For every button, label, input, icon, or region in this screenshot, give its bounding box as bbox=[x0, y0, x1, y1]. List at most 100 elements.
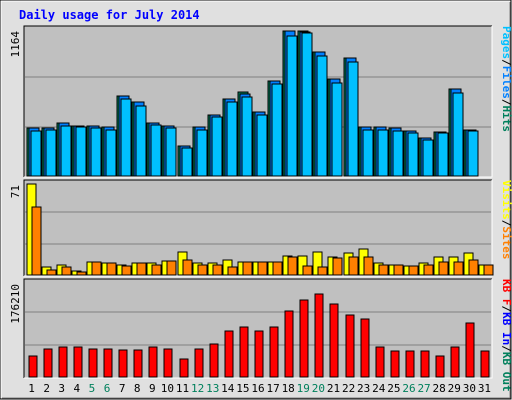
bar-kbytes-kb-f-day-23 bbox=[360, 318, 370, 378]
bar-kbytes-kb-f-day-30 bbox=[465, 322, 475, 378]
legend-sep-1: / bbox=[500, 59, 512, 66]
bar-visits-sites-day-11 bbox=[182, 259, 193, 276]
bar-visits-sites-day-24 bbox=[378, 264, 389, 276]
bar-visits-sites-day-3 bbox=[61, 266, 72, 276]
bar-kbytes-kb-f-day-25 bbox=[390, 350, 400, 378]
panel-hits-highlight bbox=[24, 26, 493, 178]
x-tick-label-day-14: 14 bbox=[221, 382, 235, 395]
x-tick-label-day-31: 31 bbox=[478, 382, 491, 395]
panel-hits-bars bbox=[26, 30, 479, 177]
bar-hits-pages-day-30 bbox=[467, 130, 479, 177]
x-tick-label-day-11: 11 bbox=[176, 382, 189, 395]
legend-pages: Pages bbox=[500, 26, 512, 59]
bar-kbytes-kb-f-day-26 bbox=[405, 350, 415, 378]
x-tick-label-day-10: 10 bbox=[161, 382, 174, 395]
bar-hits-pages-day-8 bbox=[135, 105, 147, 177]
bar-hits-pages-day-18 bbox=[286, 35, 298, 177]
bar-hits-pages-day-27 bbox=[422, 139, 434, 177]
bar-kbytes-kb-f-day-1 bbox=[28, 355, 38, 378]
bar-kbytes-kb-f-day-17 bbox=[269, 326, 279, 378]
bar-hits-pages-day-19 bbox=[301, 32, 313, 177]
bar-visits-sites-day-28 bbox=[438, 261, 449, 276]
bar-hits-pages-day-23 bbox=[362, 129, 374, 177]
legend-sep-2: / bbox=[500, 99, 512, 106]
bar-visits-sites-day-4 bbox=[76, 271, 87, 276]
panel-visits-plot-area bbox=[24, 180, 492, 276]
bar-kbytes-kb-f-day-5 bbox=[88, 348, 98, 378]
bar-hits-pages-day-15 bbox=[241, 96, 253, 177]
bar-visits-sites-day-20 bbox=[317, 266, 328, 276]
x-tick-label-day-12: 12 bbox=[191, 382, 204, 395]
bar-hits-pages-day-3 bbox=[60, 125, 72, 177]
panel-visits-highlight bbox=[24, 180, 493, 277]
bar-kbytes-kb-f-day-22 bbox=[345, 314, 355, 378]
x-tick-label-day-9: 9 bbox=[149, 382, 156, 395]
bar-visits-sites-day-29 bbox=[453, 261, 464, 276]
x-tick-label-day-17: 17 bbox=[266, 382, 279, 395]
bar-kbytes-kb-f-day-14 bbox=[224, 330, 234, 378]
bar-visits-sites-day-14 bbox=[227, 266, 238, 276]
panel-visits-bars bbox=[26, 183, 494, 276]
legend-kb-in: KB In bbox=[500, 312, 512, 345]
panel-visits-legend: Visits/Sites bbox=[500, 180, 512, 260]
bar-hits-pages-day-22 bbox=[347, 61, 359, 177]
bar-kbytes-kb-f-day-19 bbox=[299, 299, 309, 378]
legend-sep-5: / bbox=[500, 345, 512, 352]
bar-kbytes-kb-f-day-7 bbox=[118, 349, 128, 378]
bar-hits-pages-day-5 bbox=[90, 127, 102, 177]
x-tick-label-day-6: 6 bbox=[104, 382, 111, 395]
x-tick-label-day-5: 5 bbox=[89, 382, 96, 395]
x-tick-label-day-20: 20 bbox=[312, 382, 325, 395]
bar-kbytes-kb-f-day-15 bbox=[239, 326, 249, 378]
bar-kbytes-kb-f-day-9 bbox=[148, 346, 158, 378]
bar-kbytes-kb-f-day-12 bbox=[194, 348, 204, 378]
legend-kb-out: KB Out bbox=[500, 352, 512, 392]
bar-visits-sites-day-2 bbox=[46, 269, 57, 276]
bar-kbytes-kb-f-day-24 bbox=[375, 346, 385, 378]
bar-visits-sites-day-23 bbox=[363, 256, 374, 276]
bar-visits-sites-day-9 bbox=[151, 264, 162, 276]
panel-kbytes-legend: KB F/KB In/KB Out bbox=[500, 279, 512, 392]
x-tick-label-day-7: 7 bbox=[119, 382, 126, 395]
bar-visits-sites-day-25 bbox=[393, 264, 404, 276]
x-tick-label-day-4: 4 bbox=[74, 382, 81, 395]
bar-visits-sites-day-22 bbox=[348, 256, 359, 276]
x-tick-label-day-18: 18 bbox=[282, 382, 295, 395]
bar-visits-sites-day-19 bbox=[302, 265, 313, 276]
x-tick-label-day-13: 13 bbox=[206, 382, 219, 395]
panel-kbytes-bars bbox=[28, 293, 490, 378]
bar-hits-pages-day-10 bbox=[165, 127, 177, 177]
bar-hits-pages-day-6 bbox=[105, 129, 117, 177]
x-tick-label-day-8: 8 bbox=[134, 382, 141, 395]
bar-hits-pages-day-25 bbox=[392, 130, 404, 177]
x-axis-labels: 1 2 3 4 5 6 7 8 9 10 11 12 13 14 15 16 17 18 19 20 21 22 23 24 2… bbox=[28, 382, 491, 395]
bar-hits-pages-day-7 bbox=[120, 98, 132, 177]
bar-visits-sites-day-7 bbox=[121, 265, 132, 276]
panel-hits-shadow bbox=[23, 25, 492, 177]
bar-hits-pages-day-1 bbox=[30, 130, 42, 177]
bar-visits-sites-day-1 bbox=[31, 206, 42, 276]
bar-hits-pages-day-17 bbox=[271, 83, 283, 177]
x-tick-label-day-27: 27 bbox=[417, 382, 430, 395]
bar-kbytes-kb-f-day-10 bbox=[163, 348, 173, 378]
x-tick-label-day-19: 19 bbox=[297, 382, 310, 395]
legend-kb-f: KB F bbox=[500, 279, 512, 306]
x-tick-label-day-15: 15 bbox=[236, 382, 249, 395]
panel-hits: 1164 Pages/Files/Hits bbox=[9, 25, 512, 178]
bar-visits-sites-day-16 bbox=[257, 261, 268, 276]
bar-visits-sites-day-21 bbox=[332, 257, 343, 276]
x-tick-label-day-23: 23 bbox=[357, 382, 370, 395]
x-tick-label-day-24: 24 bbox=[372, 382, 386, 395]
legend-visits: Visits bbox=[500, 180, 512, 220]
bar-visits-sites-day-26 bbox=[408, 265, 419, 276]
bar-kbytes-kb-f-day-3 bbox=[58, 346, 68, 378]
x-tick-label-day-28: 28 bbox=[433, 382, 446, 395]
bar-visits-sites-day-30 bbox=[468, 259, 479, 276]
x-tick-label-day-2: 2 bbox=[43, 382, 50, 395]
bar-hits-pages-day-14 bbox=[226, 101, 238, 177]
bar-kbytes-kb-f-day-8 bbox=[133, 349, 143, 378]
bar-visits-sites-day-10 bbox=[166, 260, 177, 276]
bar-hits-pages-day-20 bbox=[316, 55, 328, 177]
